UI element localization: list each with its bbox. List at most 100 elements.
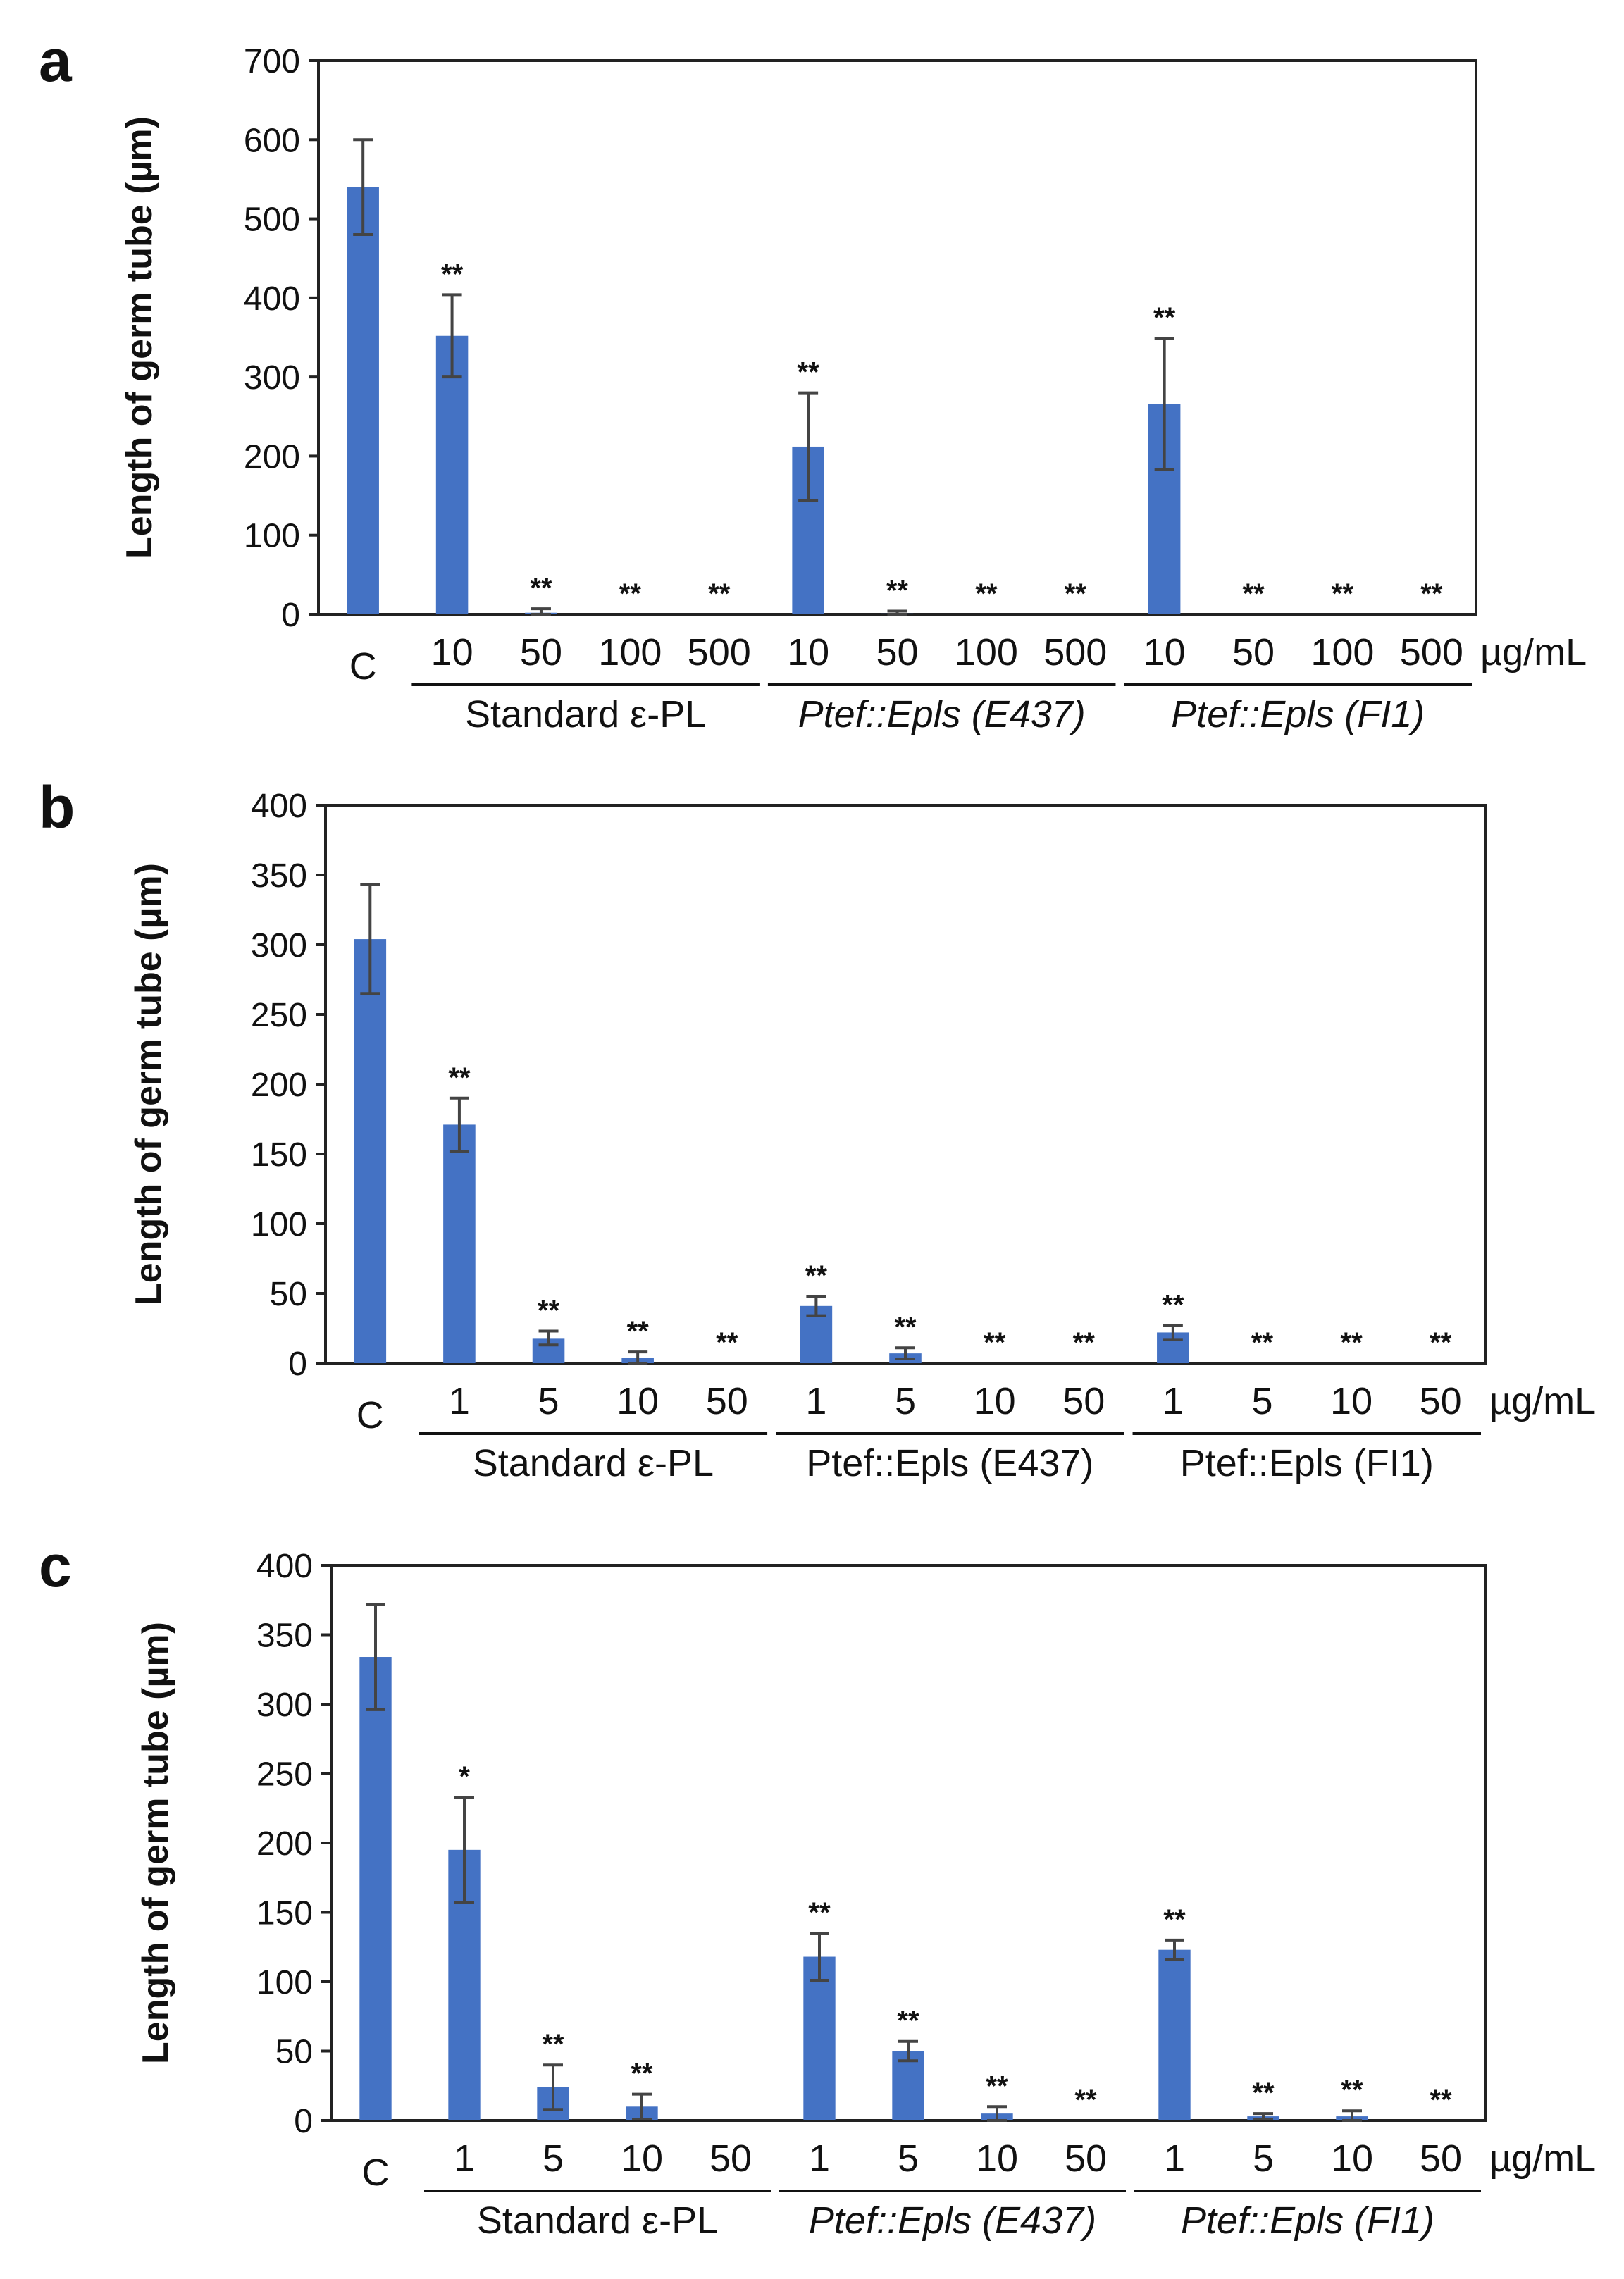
significance-mark: **	[1252, 2078, 1275, 2109]
x-category-label: 50	[1065, 2137, 1107, 2180]
group-label: Ptef::Epls (FI1)	[1180, 1442, 1434, 1484]
y-tick-label: 100	[244, 518, 300, 555]
x-category-label: C	[349, 645, 377, 688]
y-tick-label: 400	[256, 1548, 313, 1585]
y-tick-label: 300	[251, 927, 307, 964]
significance-mark: **	[619, 578, 642, 609]
error-bar	[1342, 2109, 1362, 2122]
error-bar	[987, 2105, 1007, 2122]
y-tick-label: 0	[294, 2103, 313, 2140]
significance-mark: **	[1420, 578, 1443, 609]
significance-mark: **	[1430, 1327, 1452, 1358]
significance-mark: **	[1242, 578, 1265, 609]
group-label: Ptef::Epls (FI1)	[1181, 2199, 1434, 2242]
error-bar	[810, 1932, 829, 1982]
bar	[1158, 1949, 1191, 2120]
plot-frame	[330, 1564, 1487, 2122]
x-category-label: 5	[895, 1380, 916, 1422]
bar	[443, 1124, 476, 1363]
error-bar	[353, 138, 373, 237]
x-category-label: 10	[974, 1380, 1016, 1422]
x-category-label: 100	[1310, 631, 1374, 673]
x-category-label: 1	[454, 2137, 475, 2180]
x-category-label: 10	[1143, 631, 1186, 673]
y-tick-label: 100	[256, 1964, 313, 2001]
significance-mark: **	[798, 357, 820, 388]
error-bar	[895, 1346, 915, 1361]
x-category-label: C	[362, 2151, 390, 2194]
bar	[359, 1657, 392, 2120]
bar	[435, 335, 469, 614]
unit-label: µg/mL	[1489, 1380, 1596, 1422]
significance-mark: **	[1332, 578, 1354, 609]
x-category-label: 1	[809, 2137, 830, 2180]
y-tick-label: 350	[251, 857, 307, 895]
error-bar	[632, 2092, 652, 2121]
significance-mark: **	[1074, 2085, 1097, 2116]
x-category-label: 50	[520, 631, 562, 673]
y-tick-label: 300	[244, 359, 300, 397]
bar	[803, 1956, 836, 2120]
bar	[892, 2051, 924, 2120]
significance-mark: **	[1341, 2075, 1363, 2106]
y-tick-label: 100	[251, 1206, 307, 1243]
y-tick-label: 400	[251, 788, 307, 825]
x-category-label: C	[357, 1394, 384, 1436]
group-label: Standard ε-PL	[477, 2199, 718, 2242]
error-bar	[1163, 1324, 1183, 1341]
y-axis-title: Length of germ tube (µm)	[119, 116, 160, 559]
x-category-label: 5	[1251, 1380, 1272, 1422]
x-category-label: 1	[805, 1380, 826, 1422]
panel-letter: b	[39, 774, 75, 840]
significance-mark: **	[441, 259, 464, 290]
significance-mark: **	[542, 2029, 564, 2060]
error-bar	[531, 607, 551, 616]
x-category-label: 10	[621, 2137, 663, 2180]
error-bar	[887, 609, 907, 616]
x-category-label: 50	[1232, 631, 1275, 673]
error-bar	[538, 1329, 559, 1347]
significance-mark: **	[1341, 1327, 1363, 1358]
group-label: Standard ε-PL	[465, 693, 706, 735]
plot-frame	[324, 804, 1487, 1365]
significance-mark: **	[1251, 1327, 1274, 1358]
x-category-label: 10	[616, 1380, 659, 1422]
significance-mark: **	[538, 1295, 560, 1326]
error-bar	[449, 1096, 469, 1153]
significance-mark: **	[530, 573, 552, 604]
x-category-label: 500	[1043, 631, 1107, 673]
x-category-label: 1	[1163, 1380, 1184, 1422]
error-bar	[442, 293, 462, 379]
significance-mark: **	[631, 2058, 653, 2089]
bar	[354, 939, 387, 1363]
error-bar	[1253, 2112, 1273, 2121]
x-category-label: 500	[688, 631, 751, 673]
error-bar	[454, 1795, 474, 1904]
y-tick-label: 200	[256, 1825, 313, 1863]
y-tick-label: 200	[251, 1067, 307, 1104]
x-category-label: 100	[955, 631, 1018, 673]
error-bar	[366, 1603, 385, 1711]
x-category-label: 10	[1330, 1380, 1372, 1422]
significance-mark: **	[716, 1327, 738, 1358]
x-category-label: 10	[1331, 2137, 1373, 2180]
x-category-label: 10	[431, 631, 473, 673]
error-bar	[1154, 337, 1174, 471]
group-label: Ptef::Epls (E437)	[798, 693, 1086, 735]
x-category-label: 500	[1400, 631, 1463, 673]
y-tick-label: 250	[256, 1756, 313, 1794]
x-category-label: 10	[976, 2137, 1018, 2180]
group-label: Ptef::Epls (FI1)	[1171, 693, 1425, 735]
x-category-label: 50	[1420, 1380, 1462, 1422]
significance-mark: **	[894, 1312, 917, 1343]
significance-mark: **	[986, 2070, 1008, 2101]
y-tick-label: 50	[275, 2034, 313, 2071]
error-bar	[1165, 1938, 1184, 1961]
y-tick-label: 50	[270, 1276, 307, 1313]
y-tick-label: 700	[244, 43, 300, 80]
error-bar	[898, 2039, 918, 2063]
plot-frame	[317, 59, 1477, 616]
